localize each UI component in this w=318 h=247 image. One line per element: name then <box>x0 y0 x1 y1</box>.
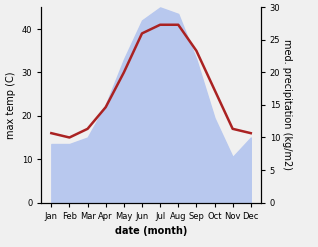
Y-axis label: max temp (C): max temp (C) <box>6 71 16 139</box>
X-axis label: date (month): date (month) <box>115 226 187 236</box>
Y-axis label: med. precipitation (kg/m2): med. precipitation (kg/m2) <box>281 40 292 170</box>
